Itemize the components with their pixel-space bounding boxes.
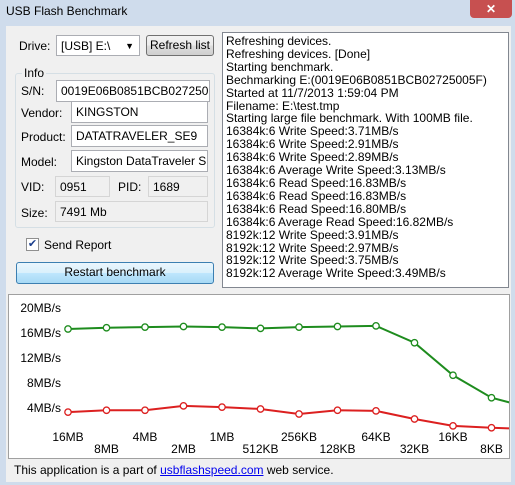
data-point <box>487 393 496 402</box>
sn-field[interactable]: 0019E06B0851BCB02725005F <box>56 80 210 102</box>
pid-label: PID: <box>118 180 142 194</box>
data-point <box>102 323 111 332</box>
product-field[interactable]: DATATRAVELER_SE9 <box>71 125 208 147</box>
footer-link[interactable]: usbflashspeed.com <box>160 463 264 477</box>
data-point <box>333 406 342 415</box>
window-title: USB Flash Benchmark <box>6 4 128 18</box>
x-tick-label: 4MB <box>133 430 158 444</box>
data-point <box>256 324 265 333</box>
log-line: 8192k:12 Average Write Speed:3.49MB/s <box>226 266 446 281</box>
x-tick-label: 512KB <box>242 442 278 456</box>
data-point <box>179 402 188 410</box>
info-group <box>15 73 215 228</box>
drive-label: Drive: <box>19 39 51 53</box>
footer: This application is a part of usbflashsp… <box>14 463 334 477</box>
x-tick-label: 32KB <box>400 442 429 456</box>
data-point <box>218 323 226 331</box>
y-tick-label: 16MB/s <box>20 326 61 340</box>
product-label: Product: <box>21 130 66 144</box>
send-report-checkbox[interactable]: ✔ <box>26 238 39 251</box>
log-line: 16384k:6 Read Speed:16.80MB/s <box>226 201 407 216</box>
y-tick-label: 8MB/s <box>27 376 61 390</box>
data-point <box>64 408 72 416</box>
vid-label: VID: <box>21 180 45 194</box>
data-point <box>295 410 303 418</box>
vendor-field[interactable]: KINGSTON <box>71 101 208 123</box>
size-field: 7491 Mb <box>55 201 208 222</box>
x-tick-label: 64KB <box>361 430 390 444</box>
data-point <box>449 371 457 380</box>
pid-field: 1689 <box>148 176 208 197</box>
series-line <box>67 324 509 404</box>
x-tick-label: 8KB <box>480 442 503 456</box>
data-point <box>141 406 149 415</box>
log-line: 16384k:6 Write Speed:2.89MB/s <box>226 150 399 165</box>
x-tick-label: 256KB <box>281 430 317 444</box>
log-line: 16384k:6 Average Read Speed:16.82MB/s <box>226 214 454 229</box>
log-line: Starting large file benchmark. With 100M… <box>226 111 473 126</box>
x-tick-label: 16MB <box>52 430 83 444</box>
log-line: Refreshing devices. [Done] <box>226 46 371 61</box>
vid-field: 0951 <box>55 176 110 197</box>
footer-after: web service. <box>266 463 334 477</box>
x-tick-label: 1MB <box>210 430 235 444</box>
data-point <box>64 325 72 333</box>
model-label: Model: <box>21 155 58 169</box>
data-point <box>102 406 111 415</box>
log-line: Started at 11/7/2013 1:59:04 PM <box>226 85 399 100</box>
log-line: 16384k:6 Write Speed:3.71MB/s <box>226 124 399 139</box>
data-point <box>372 322 380 330</box>
info-title: Info <box>22 66 47 80</box>
log-line: Filename: E:\test.tmp <box>226 98 340 113</box>
send-report-label: Send Report <box>44 238 112 252</box>
sn-label: S/N: <box>21 84 45 98</box>
log-box: Refreshing devices. Refreshing devices. [… <box>222 32 509 288</box>
log-line: 16384k:6 Read Speed:16.83MB/s <box>226 175 407 190</box>
chart: 4MB/s 8MB/s 12MB/s 16MB/s 20MB/s 16MB 8MB 4MB 2M… <box>8 294 510 459</box>
data-point <box>410 415 419 423</box>
log-line: 8192k:12 Write Speed:3.91MB/s <box>226 227 399 242</box>
data-point <box>410 338 419 347</box>
log-line: 16384k:6 Read Speed:16.83MB/s <box>226 188 407 203</box>
log-line: Starting benchmark. <box>226 59 334 74</box>
restart-button[interactable]: Restart benchmark <box>16 262 214 284</box>
size-label: Size: <box>21 206 48 220</box>
series-line <box>67 404 509 430</box>
data-point <box>333 322 342 331</box>
footer-text: This application is a part of <box>14 463 157 477</box>
drive-select[interactable]: [USB] E:\ ▼ <box>56 35 140 56</box>
log-line: Refreshing devices. <box>226 34 332 48</box>
data-point <box>218 403 226 411</box>
drive-value: [USB] E:\ <box>61 39 111 53</box>
data-point <box>449 422 457 430</box>
vendor-label: Vendor: <box>21 106 63 120</box>
data-point <box>487 423 496 432</box>
data-point <box>179 322 188 331</box>
y-tick-label: 12MB/s <box>20 351 61 365</box>
x-tick-label: 8MB <box>94 442 119 456</box>
y-tick-label: 4MB/s <box>27 401 61 415</box>
log-line: 16384k:6 Write Speed:2.91MB/s <box>226 137 399 152</box>
log-line: 16384k:6 Average Write Speed:3.13MB/s <box>226 163 446 178</box>
log-line: 8192k:12 Write Speed:2.97MB/s <box>226 240 399 255</box>
refresh-button[interactable]: Refresh list <box>146 35 214 56</box>
data-point <box>372 407 380 415</box>
dropdown-arrow: ▼ <box>125 41 134 51</box>
y-tick-label: 20MB/s <box>20 301 61 315</box>
x-tick-label: 16KB <box>438 430 467 444</box>
data-point <box>256 405 265 413</box>
data-point <box>295 323 303 331</box>
x-tick-label: 128KB <box>319 442 355 456</box>
log-line: 8192k:12 Write Speed:3.75MB/s <box>226 253 399 268</box>
model-field[interactable]: Kingston DataTraveler SE9 <box>71 150 208 172</box>
close-button[interactable]: ✕ <box>470 0 512 18</box>
data-point <box>141 323 149 331</box>
x-tick-label: 2MB <box>171 442 196 456</box>
log-line: Bechmarking E:(0019E06B0851BCB02725005F) <box>226 72 487 87</box>
